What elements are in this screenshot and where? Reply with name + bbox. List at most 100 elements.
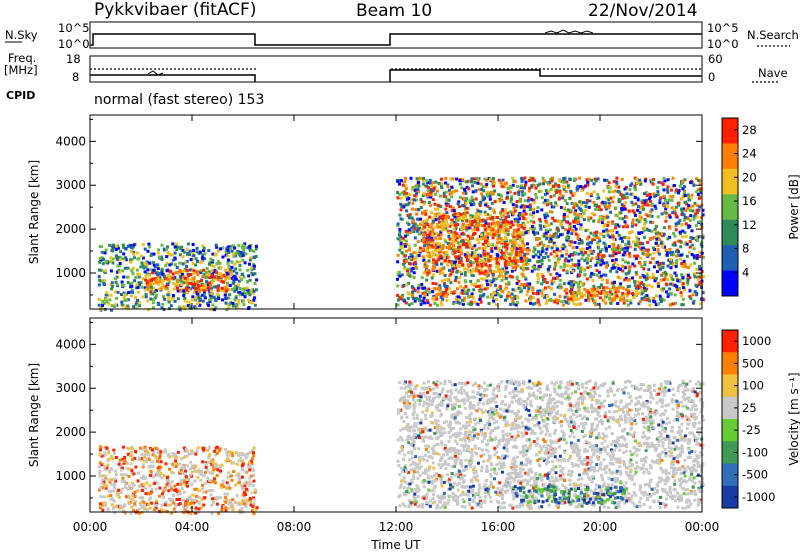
heatmap-cell	[553, 188, 557, 192]
heatmap-cell	[178, 268, 182, 272]
heatmap-cell	[203, 296, 207, 300]
heatmap-cell	[185, 247, 189, 251]
heatmap-cell	[557, 299, 561, 302]
heatmap-cell	[588, 245, 592, 249]
heatmap-cell	[519, 199, 522, 203]
heatmap-cell	[611, 254, 615, 258]
heatmap-cell	[686, 206, 690, 210]
heatmap-cell	[565, 180, 569, 184]
heatmap-cell	[493, 211, 496, 214]
heatmap-cell	[554, 276, 557, 280]
heatmap-cell	[188, 305, 192, 309]
heatmap-cell	[608, 297, 612, 301]
heatmap-cell	[111, 248, 114, 252]
heatmap-cell	[617, 290, 620, 294]
heatmap-cell	[457, 280, 461, 284]
heatmap-cell	[489, 283, 493, 287]
heatmap-cell	[577, 302, 581, 306]
heatmap-cell	[542, 201, 546, 205]
heatmap-cell	[414, 198, 418, 202]
heatmap-cell	[180, 478, 184, 482]
heatmap-cell	[406, 203, 410, 207]
heatmap-cell	[633, 196, 637, 199]
heatmap-cell	[485, 178, 488, 182]
heatmap-cell	[484, 269, 488, 273]
heatmap-cell	[562, 184, 566, 188]
heatmap-cell	[499, 230, 503, 234]
heatmap-cell	[552, 232, 556, 236]
heatmap-cell	[651, 178, 655, 181]
heatmap-cell	[110, 455, 114, 459]
heatmap-cell	[642, 248, 646, 252]
heatmap-cell	[565, 269, 569, 273]
heatmap-cell	[171, 281, 175, 285]
freq-label: Freq.	[8, 51, 37, 65]
heatmap-cell	[467, 295, 471, 298]
heatmap-cell	[599, 283, 603, 287]
heatmap-cell	[669, 261, 673, 265]
heatmap-cell	[566, 297, 570, 301]
heatmap-cell	[130, 481, 134, 485]
heatmap-cell	[569, 283, 573, 287]
heatmap-cell	[450, 195, 454, 199]
heatmap-cell	[189, 258, 193, 262]
heatmap-cell	[645, 274, 649, 277]
heatmap-cell	[642, 207, 645, 211]
heatmap-cell	[684, 200, 688, 204]
heatmap-cell	[99, 445, 103, 449]
heatmap-cell	[693, 201, 697, 205]
heatmap-cell	[635, 218, 639, 222]
heatmap-cell	[421, 291, 425, 295]
heatmap-cell	[151, 301, 155, 305]
heatmap-cell	[187, 286, 190, 290]
heatmap-cell	[553, 243, 557, 247]
heatmap-cell	[513, 288, 517, 292]
heatmap-cell	[405, 242, 409, 246]
heatmap-cell	[691, 293, 695, 297]
heatmap-cell	[224, 500, 228, 504]
heatmap-cell	[154, 271, 158, 275]
heatmap-cell	[233, 298, 237, 302]
heatmap-cell	[645, 198, 649, 202]
heatmap-cell	[202, 268, 206, 272]
heatmap-cell	[565, 271, 569, 275]
heatmap-cell	[611, 299, 614, 303]
heatmap-cell	[173, 299, 177, 303]
heatmap-cell	[445, 285, 449, 289]
heatmap-cell	[202, 249, 206, 253]
heatmap-cell	[472, 202, 476, 206]
heatmap-cell	[466, 234, 470, 238]
heatmap-cell	[218, 261, 222, 265]
heatmap-cell	[484, 219, 488, 223]
heatmap-cell	[542, 179, 546, 183]
heatmap-cell	[698, 220, 702, 224]
heatmap-cell	[593, 287, 597, 291]
heatmap-cell	[438, 272, 442, 276]
heatmap-cell	[642, 229, 646, 233]
heatmap-cell	[224, 268, 227, 272]
heatmap-cell	[593, 236, 597, 240]
heatmap-cell	[158, 275, 162, 279]
heatmap-cell	[643, 192, 646, 196]
heatmap-cell	[119, 504, 123, 508]
heatmap-cell	[410, 267, 414, 271]
heatmap-cell	[427, 255, 431, 259]
heatmap-cell	[585, 178, 589, 182]
heatmap-cell	[191, 451, 195, 455]
heatmap-cell	[243, 502, 246, 506]
heatmap-cell	[631, 240, 635, 244]
heatmap-cell	[252, 446, 256, 450]
heatmap-cell	[120, 293, 123, 296]
heatmap-cell	[121, 476, 125, 480]
heatmap-cell	[241, 243, 245, 247]
heatmap-cell	[232, 254, 236, 258]
heatmap-cell	[639, 181, 643, 185]
heatmap-cell	[476, 181, 480, 185]
heatmap-cell	[507, 223, 511, 227]
heatmap-cell	[240, 501, 244, 505]
heatmap-cell	[567, 229, 571, 233]
heatmap-cell	[508, 254, 512, 258]
heatmap-cell	[538, 217, 542, 221]
heatmap-cell	[587, 253, 591, 257]
heatmap-cell	[455, 296, 459, 300]
